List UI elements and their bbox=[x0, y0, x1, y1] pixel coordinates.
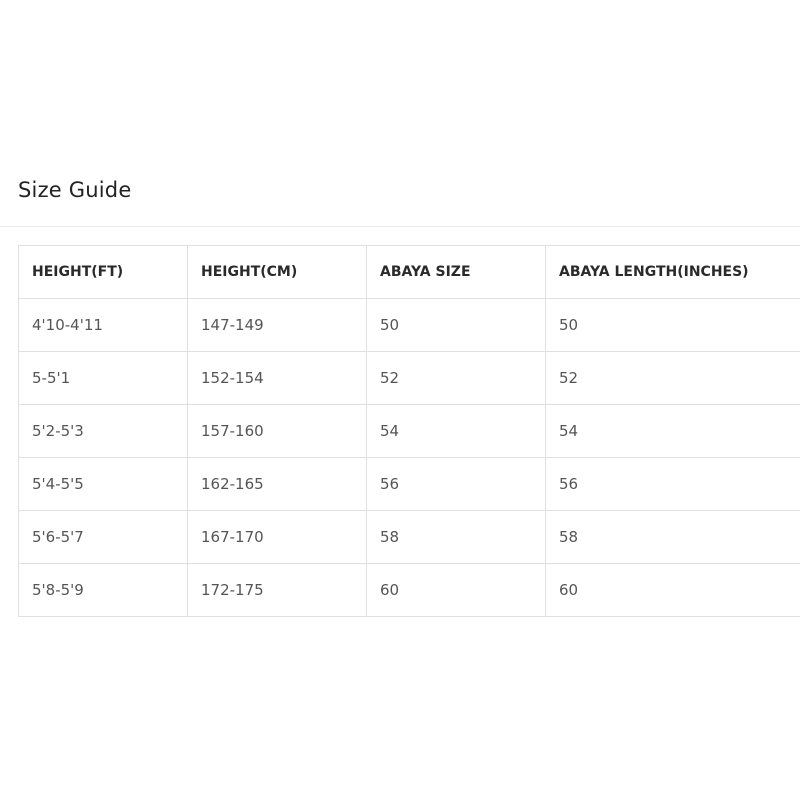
table-row: 5'8-5'9 172-175 60 60 bbox=[18, 563, 800, 617]
table-row: 5'2-5'3 157-160 54 54 bbox=[18, 404, 800, 458]
cell-abaya-length: 50 bbox=[545, 298, 800, 352]
cell-abaya-length: 58 bbox=[545, 510, 800, 564]
cell-abaya-size: 52 bbox=[366, 351, 546, 405]
cell-height-ft: 5'6-5'7 bbox=[18, 510, 188, 564]
table-header-row: HEIGHT(FT) HEIGHT(CM) ABAYA SIZE ABAYA L… bbox=[18, 245, 800, 299]
cell-abaya-size: 50 bbox=[366, 298, 546, 352]
table-row: 4'10-4'11 147-149 50 50 bbox=[18, 298, 800, 352]
cell-abaya-length: 52 bbox=[545, 351, 800, 405]
table-row: 5'4-5'5 162-165 56 56 bbox=[18, 457, 800, 511]
cell-abaya-length: 54 bbox=[545, 404, 800, 458]
table-row: 5'6-5'7 167-170 58 58 bbox=[18, 510, 800, 564]
cell-height-cm: 172-175 bbox=[187, 563, 367, 617]
page-title: Size Guide bbox=[18, 178, 132, 202]
header-abaya-length: ABAYA LENGTH(INCHES) bbox=[545, 245, 800, 299]
cell-height-ft: 5'2-5'3 bbox=[18, 404, 188, 458]
cell-height-cm: 157-160 bbox=[187, 404, 367, 458]
cell-height-cm: 162-165 bbox=[187, 457, 367, 511]
cell-height-ft: 5'4-5'5 bbox=[18, 457, 188, 511]
cell-height-cm: 167-170 bbox=[187, 510, 367, 564]
cell-abaya-length: 56 bbox=[545, 457, 800, 511]
header-height-cm: HEIGHT(CM) bbox=[187, 245, 367, 299]
cell-abaya-size: 56 bbox=[366, 457, 546, 511]
cell-abaya-size: 60 bbox=[366, 563, 546, 617]
cell-height-ft: 5'8-5'9 bbox=[18, 563, 188, 617]
header-abaya-size: ABAYA SIZE bbox=[366, 245, 546, 299]
header-height-ft: HEIGHT(FT) bbox=[18, 245, 188, 299]
cell-height-ft: 5-5'1 bbox=[18, 351, 188, 405]
size-guide-table: HEIGHT(FT) HEIGHT(CM) ABAYA SIZE ABAYA L… bbox=[18, 245, 800, 617]
cell-height-cm: 147-149 bbox=[187, 298, 367, 352]
cell-height-cm: 152-154 bbox=[187, 351, 367, 405]
table-row: 5-5'1 152-154 52 52 bbox=[18, 351, 800, 405]
cell-abaya-length: 60 bbox=[545, 563, 800, 617]
divider bbox=[0, 226, 800, 227]
cell-height-ft: 4'10-4'11 bbox=[18, 298, 188, 352]
cell-abaya-size: 58 bbox=[366, 510, 546, 564]
cell-abaya-size: 54 bbox=[366, 404, 546, 458]
